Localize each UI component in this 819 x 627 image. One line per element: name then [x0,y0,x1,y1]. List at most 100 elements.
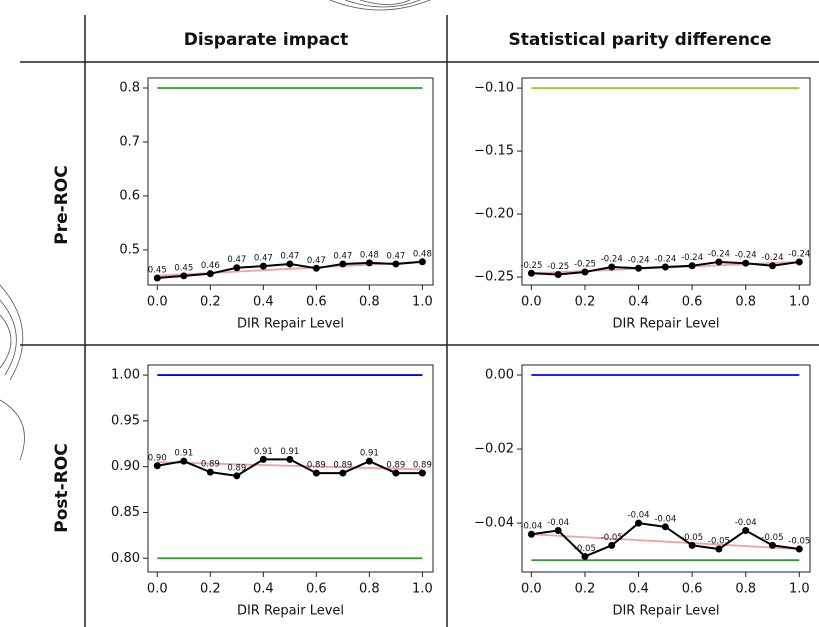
data-label: -0.04 [520,522,542,532]
data-label: -0.05 [761,533,783,543]
x-tick-label: 0.4 [628,582,649,597]
plot-area [147,77,434,286]
data-label: -0.05 [601,533,623,543]
data-point [795,258,803,266]
data-point [635,264,643,272]
data-label: 0.89 [333,461,352,471]
x-axis-label: DIR Repair Level [612,317,719,332]
data-point [742,527,750,535]
data-point [233,472,241,480]
data-label: -0.24 [601,254,623,264]
data-label: 0.47 [280,251,299,261]
data-point [768,262,776,270]
data-point [688,541,696,549]
data-label: -0.24 [788,249,810,259]
data-point [286,260,294,268]
data-label: 0.47 [254,254,273,264]
x-tick-label: 0.2 [575,295,596,310]
y-tick-label: −0.25 [474,270,514,285]
data-point [527,530,535,538]
data-point [259,455,267,463]
data-point [259,262,267,270]
plot-area [521,364,811,573]
column-header: Disparate impact [184,30,349,50]
data-point [339,469,347,477]
data-label: 0.91 [254,447,273,457]
plot-area [521,77,811,286]
x-tick-label: 0.6 [306,582,327,597]
y-tick-label: 0.80 [111,551,140,566]
table-grid [20,15,819,627]
data-label: 0.89 [227,463,246,473]
x-tick-label: 0.6 [306,295,327,310]
x-tick-label: 0.0 [147,582,168,597]
x-tick-label: 0.0 [521,582,542,597]
data-label: 0.48 [360,250,379,260]
row-header: Pre-ROC [52,165,72,244]
data-label: 0.46 [201,261,220,271]
column-header: Statistical parity difference [508,30,771,50]
data-point [153,462,161,470]
data-point [742,259,750,267]
data-point [661,523,669,531]
data-label: -0.04 [735,518,757,528]
data-label: -0.24 [654,254,676,264]
y-tick-label: −0.20 [474,207,514,222]
data-point [233,264,241,272]
y-tick-label: −0.04 [474,516,514,531]
y-tick-label: 0.90 [111,459,140,474]
data-point [339,260,347,268]
data-label: 0.90 [148,453,167,463]
data-point [554,527,562,535]
x-tick-label: 0.8 [359,295,380,310]
y-tick-label: 0.8 [119,80,140,95]
data-label: -0.04 [547,518,569,528]
data-label: -0.05 [788,537,810,547]
data-label: 0.91 [280,447,299,457]
data-label: 0.45 [148,265,167,275]
data-label: -0.24 [735,251,757,261]
data-point [768,541,776,549]
row-header: Post-ROC [52,443,72,532]
y-tick-label: −0.02 [474,442,514,457]
y-tick-label: 0.00 [485,367,514,382]
x-tick-label: 0.2 [200,295,221,310]
x-tick-label: 0.6 [682,295,703,310]
x-tick-label: 0.0 [521,295,542,310]
x-tick-label: 0.2 [200,582,221,597]
data-point [286,455,294,463]
data-label: 0.89 [386,461,405,471]
data-point [581,268,589,276]
data-label: -0.24 [761,253,783,263]
x-tick-label: 0.0 [147,295,168,310]
y-tick-label: −0.15 [474,144,514,159]
data-label: 0.91 [360,449,379,459]
data-label: 0.47 [386,251,405,261]
trend-line [531,533,800,550]
x-axis-label: DIR Repair Level [612,604,719,619]
data-point [312,264,320,272]
data-label: -0.25 [574,260,596,270]
data-label: -0.04 [654,514,676,524]
x-tick-label: 1.0 [789,582,810,597]
data-label: -0.25 [520,261,542,271]
x-tick-label: 1.0 [789,295,810,310]
y-tick-label: 0.95 [111,413,140,428]
data-label: 0.47 [307,256,326,266]
data-label: -0.25 [547,262,569,272]
x-tick-label: 0.4 [253,295,274,310]
data-point [392,469,400,477]
data-point [312,469,320,477]
data-point [527,269,535,277]
data-label: 0.89 [413,461,432,471]
data-label: 0.91 [174,449,193,459]
y-tick-label: 0.6 [119,188,140,203]
data-point [795,545,803,553]
trend-line [157,461,423,471]
data-point [688,262,696,270]
data-point [715,545,723,553]
data-label: 0.89 [201,460,220,470]
y-tick-label: 0.5 [119,242,140,257]
data-label: 0.48 [413,249,432,259]
